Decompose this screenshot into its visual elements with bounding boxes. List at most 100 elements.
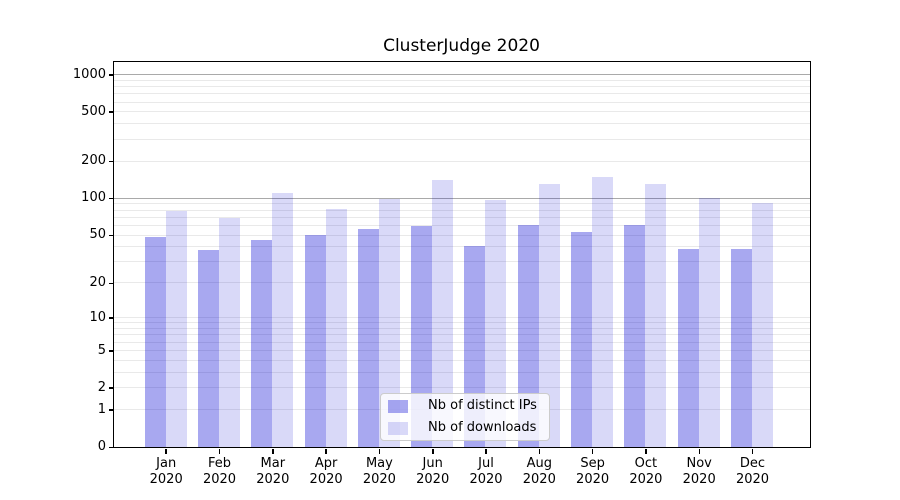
minor-gridline xyxy=(114,387,810,389)
minor-gridline xyxy=(114,371,810,373)
y-axis-tick-label: 50 xyxy=(89,227,106,243)
x-axis-tick-label: May 2020 xyxy=(362,456,396,488)
x-axis-tick-label: Nov 2020 xyxy=(682,456,716,488)
x-axis-tick-label: Mar 2020 xyxy=(256,456,290,488)
bar xyxy=(485,200,507,447)
bar xyxy=(251,240,273,447)
x-axis-tick xyxy=(591,449,594,455)
y-axis-tick xyxy=(109,74,114,76)
major-gridline xyxy=(114,74,810,76)
legend-swatch xyxy=(388,399,408,413)
legend-swatch xyxy=(388,421,408,435)
x-axis-tick xyxy=(165,449,167,455)
bar xyxy=(698,198,720,447)
y-axis-tick-label: 200 xyxy=(81,153,106,169)
y-axis-tick xyxy=(109,160,114,163)
x-axis-tick-label: Dec 2020 xyxy=(735,456,770,488)
minor-gridline xyxy=(114,359,810,361)
minor-gridline xyxy=(114,216,810,218)
minor-gridline xyxy=(114,328,810,329)
bar xyxy=(730,249,752,447)
legend-entry: Nb of distinct IPs xyxy=(388,399,537,413)
minor-gridline xyxy=(114,86,810,87)
y-axis-tick xyxy=(109,282,114,284)
y-axis-tick-label: 1 xyxy=(97,401,106,417)
x-axis-tick-label: Apr 2020 xyxy=(309,456,343,488)
y-axis-tick-label: 1000 xyxy=(72,66,106,82)
legend-label: Nb of distinct IPs xyxy=(428,398,537,413)
y-axis-tick xyxy=(109,317,114,319)
bar xyxy=(751,202,773,447)
minor-gridline xyxy=(114,246,810,248)
legend-label: Nb of downloads xyxy=(428,420,537,435)
minor-gridline xyxy=(114,123,810,125)
minor-gridline xyxy=(114,234,810,236)
y-axis-tick-label: 500 xyxy=(81,103,106,119)
bar xyxy=(197,250,219,447)
minor-gridline xyxy=(114,111,810,113)
x-axis-tick-label: Aug 2020 xyxy=(522,456,556,488)
minor-gridline xyxy=(114,101,810,103)
x-axis-tick xyxy=(485,449,487,455)
x-axis-tick-label: Feb 2020 xyxy=(202,456,237,488)
x-axis-tick xyxy=(538,449,540,455)
bar xyxy=(411,225,433,447)
bar xyxy=(165,210,187,447)
x-axis-tick-label: Jan 2020 xyxy=(149,456,183,488)
y-axis-tick-label: 5 xyxy=(97,342,106,358)
bar xyxy=(357,228,379,447)
minor-gridline xyxy=(114,203,810,205)
y-axis-tick xyxy=(109,350,114,352)
x-axis-tick xyxy=(218,449,221,455)
bar xyxy=(272,192,294,447)
plot-area: Nb of distinct IPs Nb of downloads xyxy=(113,61,811,448)
x-axis-tick-label: Jun 2020 xyxy=(416,456,450,488)
x-axis-tick xyxy=(378,449,381,455)
bar xyxy=(218,218,240,447)
x-axis-tick xyxy=(751,449,754,455)
bar xyxy=(432,179,454,447)
minor-gridline xyxy=(114,341,810,343)
minor-gridline xyxy=(114,261,810,263)
bar xyxy=(677,249,699,447)
minor-gridline xyxy=(114,322,810,324)
y-axis-tick xyxy=(109,111,114,113)
minor-gridline xyxy=(114,224,810,226)
minor-gridline xyxy=(114,349,810,351)
minor-gridline xyxy=(114,334,810,336)
y-axis-tick-label: 100 xyxy=(81,190,106,206)
minor-gridline xyxy=(114,209,810,211)
x-axis-tick xyxy=(432,449,434,455)
x-axis-tick xyxy=(645,449,647,455)
x-axis-tick xyxy=(698,449,700,455)
x-axis-tick xyxy=(272,449,274,455)
minor-gridline xyxy=(114,79,810,81)
bar xyxy=(517,224,539,447)
minor-gridline xyxy=(114,138,810,140)
bar xyxy=(144,236,166,447)
y-axis-tick-label: 2 xyxy=(97,379,106,395)
major-gridline xyxy=(114,197,810,199)
y-axis-tick-label: 20 xyxy=(89,275,106,290)
bar xyxy=(571,232,592,447)
legend: Nb of distinct IPs Nb of downloads xyxy=(380,393,550,441)
y-axis-tick xyxy=(109,409,114,411)
minor-gridline xyxy=(114,282,810,284)
bar xyxy=(325,208,347,447)
bar xyxy=(624,224,646,447)
legend-entry: Nb of downloads xyxy=(388,421,537,435)
x-axis-tick xyxy=(325,449,327,455)
bar xyxy=(645,183,667,447)
y-axis-tick xyxy=(109,446,114,449)
bar xyxy=(592,176,613,447)
chart-title: ClusterJudge 2020 xyxy=(383,36,540,56)
bar xyxy=(538,183,560,447)
y-axis-tick-label: 10 xyxy=(89,309,106,325)
bar xyxy=(304,234,326,447)
x-axis-tick-label: Sep 2020 xyxy=(576,456,610,488)
x-axis-tick-label: Oct 2020 xyxy=(629,456,663,488)
minor-gridline xyxy=(114,160,810,162)
x-axis-tick-label: Jul 2020 xyxy=(469,456,503,488)
minor-gridline xyxy=(114,317,810,319)
